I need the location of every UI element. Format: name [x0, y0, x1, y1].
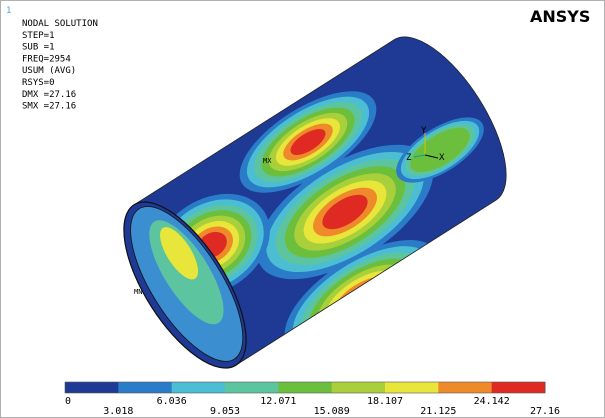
legend-band [385, 382, 439, 393]
legend-label: 18.107 [367, 396, 403, 407]
info-line: FREQ=2954 [22, 54, 71, 64]
triad-label: Y [421, 126, 427, 136]
info-line: NODAL SOLUTION [22, 19, 98, 29]
legend-band [172, 382, 226, 393]
legend-label: 12.071 [260, 396, 296, 407]
info-line: STEP=1 [22, 31, 55, 41]
info-line: RSYS=0 [22, 78, 55, 88]
info-line: SUB =1 [22, 43, 55, 53]
legend-label: 27.16 [530, 406, 560, 417]
min-marker: MN [134, 288, 142, 296]
info-line: USUM (AVG) [22, 66, 76, 76]
legend-label: 24.142 [474, 396, 510, 407]
logo: ANSYS [530, 7, 590, 26]
triad-label: X [439, 153, 445, 163]
info-line: DMX =27.16 [22, 90, 76, 100]
max-marker: MX [263, 157, 272, 165]
legend-label: 9.053 [210, 406, 240, 417]
info-line: SMX =27.16 [22, 102, 76, 112]
screen: Y X Z MX MN 1 ANSYS NODAL SOLUTION STEP=1… [0, 0, 605, 418]
legend-band [118, 382, 172, 393]
legend-band [438, 382, 492, 393]
legend-label: 15.089 [314, 406, 350, 417]
window-number: 1 [6, 6, 11, 16]
legend-label: 3.018 [103, 406, 133, 417]
legend-label: 0 [65, 396, 71, 407]
legend-band [332, 382, 386, 393]
legend-band [65, 382, 119, 393]
legend-band [278, 382, 332, 393]
legend-label: 21.125 [420, 406, 456, 417]
triad-label: Z [406, 153, 412, 163]
legend-band [225, 382, 279, 393]
legend-band [492, 382, 546, 393]
legend-label: 6.036 [157, 396, 187, 407]
